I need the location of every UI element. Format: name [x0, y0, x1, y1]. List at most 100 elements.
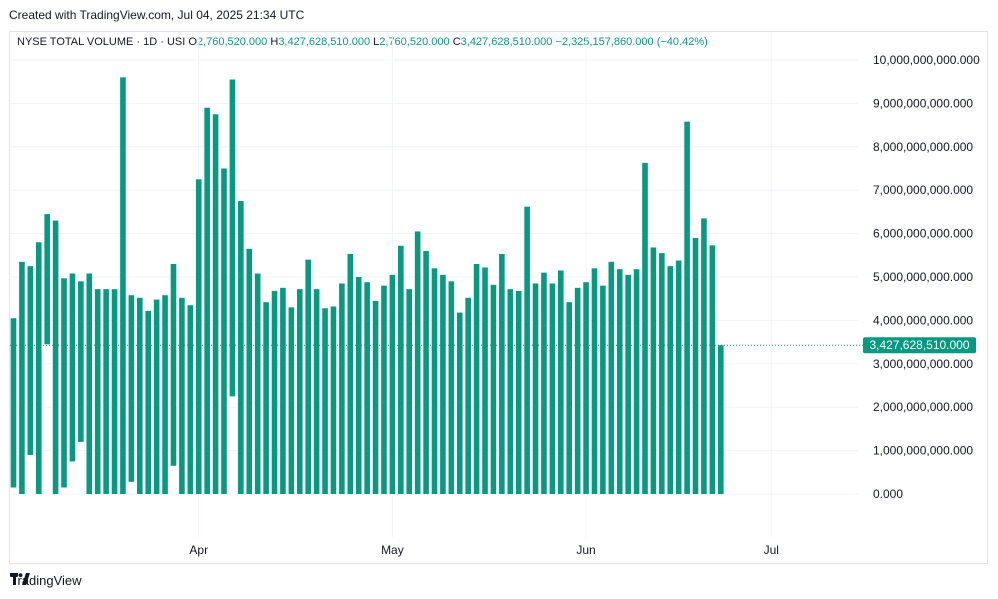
volume-bar[interactable]: [339, 283, 345, 494]
volume-bar[interactable]: [221, 168, 227, 495]
volume-bar[interactable]: [137, 297, 143, 494]
volume-bar[interactable]: [524, 206, 530, 494]
volume-bar[interactable]: [86, 273, 93, 494]
volume-bar[interactable]: [94, 289, 101, 494]
volume-bar[interactable]: [372, 300, 379, 494]
volume-bar[interactable]: [675, 260, 682, 494]
volume-bar[interactable]: [162, 295, 168, 494]
volume-bar[interactable]: [238, 201, 244, 495]
volume-bar[interactable]: [78, 281, 84, 442]
volume-bar[interactable]: [616, 269, 623, 494]
volume-bar[interactable]: [633, 269, 640, 494]
volume-bar[interactable]: [591, 268, 598, 494]
volume-bar[interactable]: [406, 289, 413, 494]
volume-bar[interactable]: [179, 297, 185, 494]
volume-bar[interactable]: [212, 114, 219, 494]
x-tick-label: Apr: [189, 543, 208, 557]
volume-bar[interactable]: [145, 310, 152, 494]
volume-bar[interactable]: [364, 282, 370, 494]
volume-bar[interactable]: [566, 302, 573, 494]
volume-bar[interactable]: [111, 289, 118, 494]
volume-bar[interactable]: [19, 261, 25, 494]
volume-bar[interactable]: [69, 273, 76, 462]
volume-bar[interactable]: [558, 270, 564, 494]
volume-bar[interactable]: [10, 318, 17, 488]
volume-bar[interactable]: [532, 283, 539, 494]
volume-bar[interactable]: [103, 289, 109, 494]
close-value: 3,427,628,510.000: [460, 36, 553, 48]
volume-bar[interactable]: [35, 242, 42, 494]
volume-bar[interactable]: [541, 272, 547, 494]
volume-bar[interactable]: [296, 289, 303, 494]
volume-bar[interactable]: [330, 306, 337, 494]
volume-bar[interactable]: [717, 345, 724, 494]
volume-bar[interactable]: [482, 267, 488, 494]
volume-bar[interactable]: [246, 248, 253, 494]
volume-bar[interactable]: [187, 305, 194, 494]
volume-bar[interactable]: [667, 266, 674, 494]
tradingview-logo-icon: [10, 573, 30, 585]
symbol-title[interactable]: NYSE TOTAL VOLUME · 1D · USI: [17, 36, 186, 48]
volume-bar[interactable]: [473, 263, 480, 494]
volume-bar[interactable]: [381, 285, 387, 494]
volume-bar[interactable]: [465, 297, 471, 494]
volume-bar[interactable]: [120, 77, 126, 495]
close-label: C: [452, 36, 461, 48]
volume-bar[interactable]: [440, 274, 446, 494]
volume-bar[interactable]: [52, 220, 59, 494]
volume-bar[interactable]: [490, 284, 497, 494]
volume-bar[interactable]: [153, 299, 160, 494]
volume-bar[interactable]: [684, 121, 690, 495]
volume-bar[interactable]: [701, 218, 707, 494]
volume-bar[interactable]: [280, 287, 286, 494]
volume-bar[interactable]: [423, 250, 429, 494]
open-value: 2,760,520.000: [196, 36, 268, 48]
chart-frame: [9, 31, 988, 564]
volume-bar[interactable]: [709, 245, 716, 494]
volume-bar[interactable]: [515, 290, 522, 494]
volume-bar[interactable]: [204, 107, 210, 495]
volume-bar[interactable]: [313, 289, 320, 494]
volume-bar[interactable]: [600, 285, 606, 494]
volume-bar[interactable]: [288, 307, 295, 494]
volume-bar[interactable]: [229, 79, 236, 397]
volume-bar[interactable]: [305, 259, 311, 494]
volume-bar[interactable]: [692, 237, 699, 494]
volume-bar[interactable]: [170, 263, 177, 466]
volume-bar[interactable]: [448, 281, 455, 494]
x-tick-label: Jul: [764, 543, 779, 557]
volume-bar[interactable]: [456, 312, 463, 494]
volume-bar[interactable]: [322, 308, 328, 494]
y-tick-label: 0.000: [873, 487, 903, 501]
volume-bar[interactable]: [583, 282, 589, 494]
volume-bar[interactable]: [414, 231, 421, 494]
y-tick-label: 3,000,000,000.000: [873, 357, 973, 371]
volume-bar[interactable]: [650, 247, 657, 494]
volume-bar[interactable]: [195, 179, 202, 494]
volume-bar[interactable]: [389, 274, 396, 494]
volume-bar[interactable]: [642, 162, 648, 494]
volume-bar[interactable]: [263, 302, 269, 494]
volume-bar[interactable]: [431, 268, 438, 494]
volume-bar[interactable]: [574, 287, 581, 494]
y-tick-label: 1,000,000,000.000: [873, 444, 973, 458]
volume-bar[interactable]: [27, 266, 34, 455]
volume-bar[interactable]: [254, 273, 261, 494]
y-tick-label: 10,000,000,000.000: [873, 53, 980, 67]
volume-bar[interactable]: [549, 283, 556, 494]
volume-bar[interactable]: [61, 278, 67, 488]
volume-bar[interactable]: [347, 253, 354, 494]
volume-bar[interactable]: [44, 214, 50, 345]
low-value: 2,760,520.000: [379, 36, 450, 48]
volume-bar[interactable]: [271, 290, 278, 494]
volume-bar[interactable]: [625, 274, 631, 494]
volume-bar[interactable]: [659, 253, 665, 494]
volume-bar[interactable]: [499, 253, 505, 494]
volume-bar[interactable]: [355, 277, 362, 494]
volume-bar[interactable]: [507, 289, 514, 494]
volume-bar[interactable]: [128, 295, 135, 482]
volume-bar[interactable]: [608, 261, 615, 494]
volume-bar[interactable]: [398, 245, 404, 494]
y-tick-label: 5,000,000,000.000: [873, 270, 973, 284]
